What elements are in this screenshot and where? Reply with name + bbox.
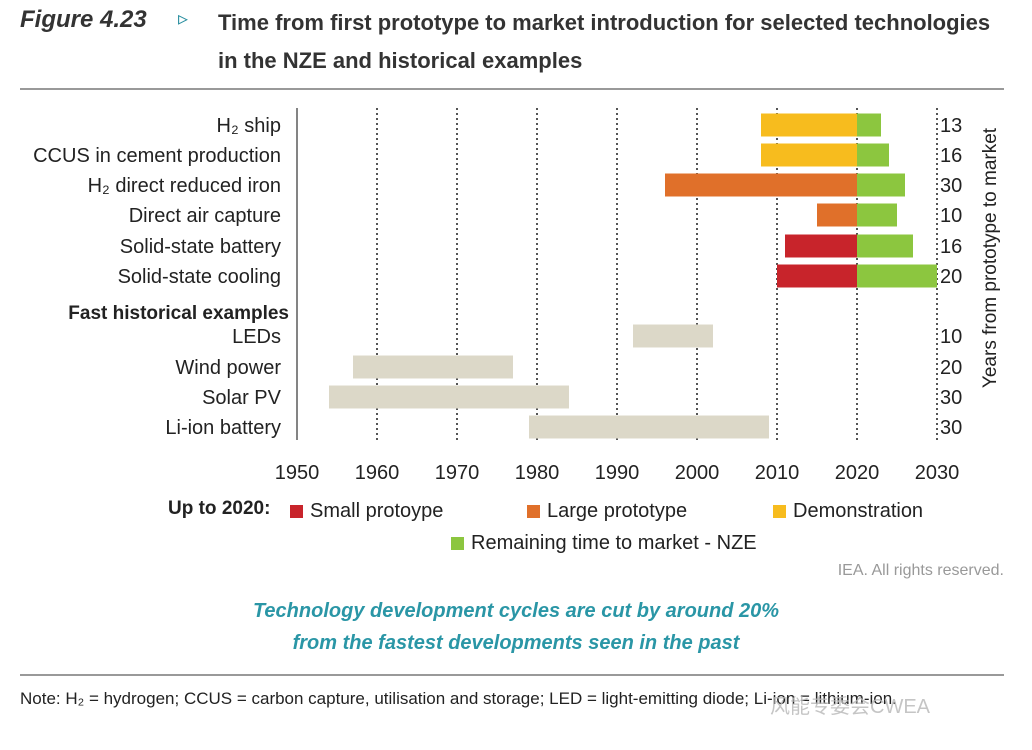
years-value-label: 30 bbox=[940, 417, 962, 439]
legend-label: Demonstration bbox=[793, 500, 924, 522]
bar-segment-large-prototype bbox=[817, 203, 857, 227]
range-bar-chart: 1950 1960 1970 1980 1990 2000 2010 2020 2030Fast… bbox=[33, 108, 1001, 484]
legend-item-small-prototype: Small protoype bbox=[290, 500, 443, 523]
years-value-label: 16 bbox=[940, 145, 962, 167]
row-label: Solid-state battery bbox=[120, 236, 281, 258]
row-label: H₂ ship bbox=[217, 115, 281, 137]
row-label: H₂ direct reduced iron bbox=[88, 175, 281, 197]
x-tick-label: 2010 bbox=[755, 462, 800, 484]
x-tick-label: 1990 bbox=[595, 462, 640, 484]
row-label: Solid-state cooling bbox=[118, 266, 281, 288]
years-value-label: 30 bbox=[940, 175, 962, 197]
bar-segment-small-prototype bbox=[777, 264, 857, 288]
bar-segment-demonstration bbox=[761, 113, 857, 137]
bar-segment-remaining bbox=[857, 234, 913, 258]
top-divider bbox=[20, 88, 1004, 90]
bar-segment-historical bbox=[529, 415, 769, 439]
row-label: Solar PV bbox=[202, 387, 282, 409]
years-value-label: 30 bbox=[940, 387, 962, 409]
bar-segment-remaining bbox=[857, 264, 937, 288]
group-heading: Fast historical examples bbox=[68, 303, 289, 324]
bar-segment-historical bbox=[329, 385, 569, 409]
years-value-label: 20 bbox=[940, 357, 962, 379]
bar-segment-remaining bbox=[857, 203, 897, 227]
x-tick-label: 1980 bbox=[515, 462, 560, 484]
figure-note: Note: H₂ = hydrogen; CCUS = carbon captu… bbox=[20, 689, 897, 708]
caption-line-1: Technology development cycles are cut by… bbox=[252, 600, 780, 622]
years-value-label: 10 bbox=[940, 326, 962, 348]
x-tick-label: 2020 bbox=[835, 462, 880, 484]
row-label: CCUS in cement production bbox=[33, 145, 281, 167]
bar-segment-remaining bbox=[857, 143, 889, 167]
years-value-label: 20 bbox=[940, 266, 962, 288]
x-tick-label: 1950 bbox=[275, 462, 320, 484]
watermark: 风能专委会CWEA bbox=[770, 696, 930, 718]
row-label: Direct air capture bbox=[129, 205, 281, 227]
legend-item-large-prototype: Large prototype bbox=[527, 500, 687, 523]
row-label: LEDs bbox=[232, 326, 281, 348]
bar-segment-small-prototype bbox=[785, 234, 857, 258]
x-tick-label: 1970 bbox=[435, 462, 480, 484]
bottom-divider bbox=[20, 674, 1004, 676]
bar-segment-remaining bbox=[857, 173, 905, 197]
legend-label: Small protoype bbox=[310, 500, 444, 522]
years-value-label: 13 bbox=[940, 115, 962, 137]
legend-swatch-large-prototype bbox=[527, 505, 540, 518]
legend-swatch-small-prototype bbox=[290, 505, 303, 518]
years-value-label: 16 bbox=[940, 236, 962, 258]
rights-notice: IEA. All rights reserved. bbox=[837, 562, 1004, 579]
bar-segment-remaining bbox=[857, 113, 881, 137]
legend-swatch-remaining bbox=[451, 537, 464, 550]
legend-title: Up to 2020: bbox=[168, 498, 271, 519]
legend-label: Large prototype bbox=[547, 500, 688, 522]
legend-item-remaining: Remaining time to market - NZE bbox=[451, 532, 757, 555]
years-value-label: 10 bbox=[940, 205, 962, 227]
figure-label: Figure 4.23 bbox=[20, 6, 147, 33]
figure-title: Time from first prototype to market intr… bbox=[218, 10, 991, 73]
legend-item-demonstration: Demonstration bbox=[773, 500, 923, 523]
figure-arrow-icon: ▹ bbox=[178, 8, 189, 30]
bar-segment-demonstration bbox=[761, 143, 857, 167]
bar-segment-historical bbox=[353, 355, 513, 379]
bar-segment-historical bbox=[633, 324, 713, 348]
legend-swatch-demonstration bbox=[773, 505, 786, 518]
x-tick-label: 2000 bbox=[675, 462, 720, 484]
x-tick-label: 1960 bbox=[355, 462, 400, 484]
caption-line-2: from the fastest developments seen in th… bbox=[292, 632, 740, 654]
x-tick-label: 2030 bbox=[915, 462, 960, 484]
right-axis-label: Years from prototype to market bbox=[980, 127, 1001, 388]
row-label: Wind power bbox=[175, 357, 281, 379]
row-label: Li-ion battery bbox=[165, 417, 281, 439]
bar-segment-large-prototype bbox=[665, 173, 857, 197]
legend-label: Remaining time to market - NZE bbox=[471, 532, 757, 554]
